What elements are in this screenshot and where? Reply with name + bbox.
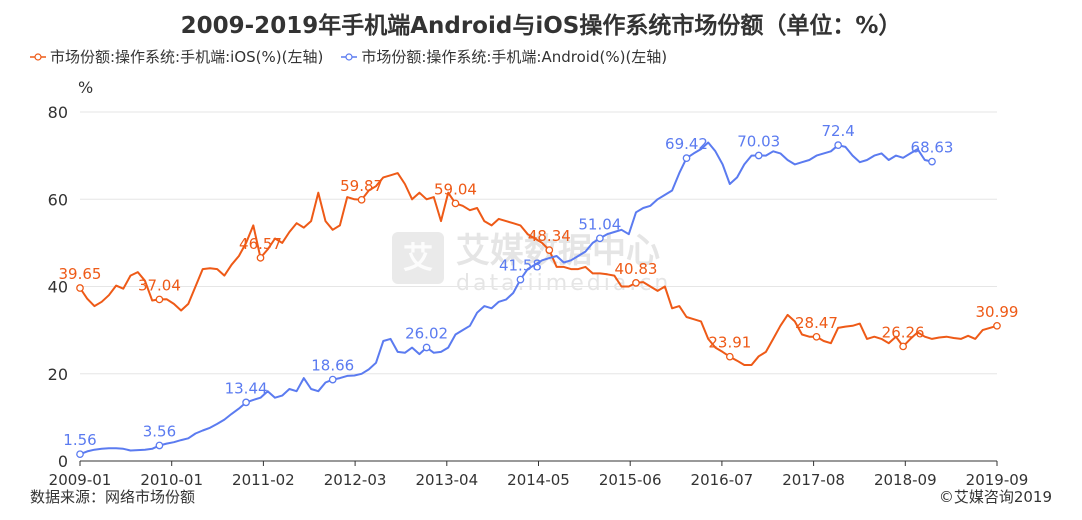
copyright: ©艾媒咨询2019 [938,488,1052,506]
data-point-marker [632,279,640,287]
x-tick-label: 2015-06 [599,471,662,489]
legend-swatch-android-icon [341,52,358,61]
data-point-marker [725,352,734,361]
data-point-marker [754,151,763,160]
data-label: 30.99 [976,303,1019,321]
series-line-0 [79,172,998,366]
data-source: 数据来源：网络市场份额 [30,488,196,506]
data-point-marker [76,284,84,292]
data-label: 72.4 [821,122,854,140]
data-label: 69.42 [665,135,708,153]
y-tick-label: 0 [58,452,68,471]
data-point-marker [451,199,460,208]
data-label: 59.87 [340,177,383,195]
watermark-logo-icon [392,232,444,284]
data-point-marker [993,321,1001,330]
legend-item-ios[interactable]: 市场份额:操作系统:手机端:iOS(%)(左轴) [30,46,323,67]
data-point-marker [928,157,936,166]
data-label: 68.63 [911,139,954,157]
legend: 市场份额:操作系统:手机端:iOS(%)(左轴) 市场份额:操作系统:手机端:A… [30,46,667,67]
y-tick-label: 20 [48,365,68,384]
data-label: 41.58 [499,257,542,275]
x-tick-label: 2010-01 [140,471,203,489]
data-label: 26.26 [882,323,925,341]
data-point-marker [834,141,842,150]
data-label: 37.04 [138,276,181,294]
data-label: 51.04 [578,215,621,233]
watermark-logo-glyph: 艾 [403,241,433,276]
x-tick-label: 2017-08 [782,471,845,489]
y-axis-unit: % [78,78,93,97]
x-tick-label: 2009-01 [49,471,112,489]
data-point-marker [242,398,250,407]
x-tick-label: 2013-04 [415,471,478,489]
y-tick-label: 40 [48,278,68,297]
data-point-marker [812,332,821,341]
data-label: 40.83 [614,260,657,278]
x-tick-label: 2016-07 [691,471,754,489]
data-point-marker [357,195,366,204]
x-tick-label: 2018-09 [874,471,937,489]
data-label: 48.34 [528,227,571,245]
data-label: 13.44 [225,379,268,397]
x-tick-label: 2019-09 [966,471,1029,489]
y-tick-label: 80 [48,103,68,122]
data-point-marker [682,154,691,163]
chart-title: 2009-2019年手机端Android与iOS操作系统市场份额（单位：%） [180,13,902,39]
data-point-marker [899,342,907,351]
data-point-marker [545,246,554,254]
data-point-marker [422,343,431,352]
data-label: 23.91 [708,334,751,352]
watermark-text: 艾媒数据中心 [456,231,660,271]
data-point-marker [155,295,164,304]
series-line-1 [79,141,933,456]
legend-label-android: 市场份额:操作系统:手机端:Android(%)(左轴) [361,48,668,66]
x-tick-label: 2011-02 [232,471,295,489]
data-point-marker [76,450,84,459]
data-label: 1.56 [63,431,96,449]
data-label: 28.47 [795,314,838,332]
data-label: 39.65 [59,265,102,283]
legend-item-android[interactable]: 市场份额:操作系统:手机端:Android(%)(左轴) [341,46,667,67]
x-tick-label: 2014-05 [507,471,570,489]
data-label: 26.02 [405,324,448,342]
x-tick-label: 2012-03 [324,471,387,489]
legend-label-ios: 市场份额:操作系统:手机端:iOS(%)(左轴) [50,48,324,66]
data-label: 70.03 [737,132,780,150]
data-label: 46.57 [239,235,282,253]
data-point-marker [328,375,337,384]
data-point-marker [596,234,604,243]
data-label: 59.04 [434,180,477,198]
data-point-marker [155,441,164,450]
data-point-marker [516,275,525,284]
data-label: 18.66 [311,357,354,375]
legend-swatch-ios-icon [30,52,46,61]
data-label: 3.56 [143,422,176,440]
data-point-marker [256,253,265,262]
y-tick-label: 60 [48,190,68,209]
